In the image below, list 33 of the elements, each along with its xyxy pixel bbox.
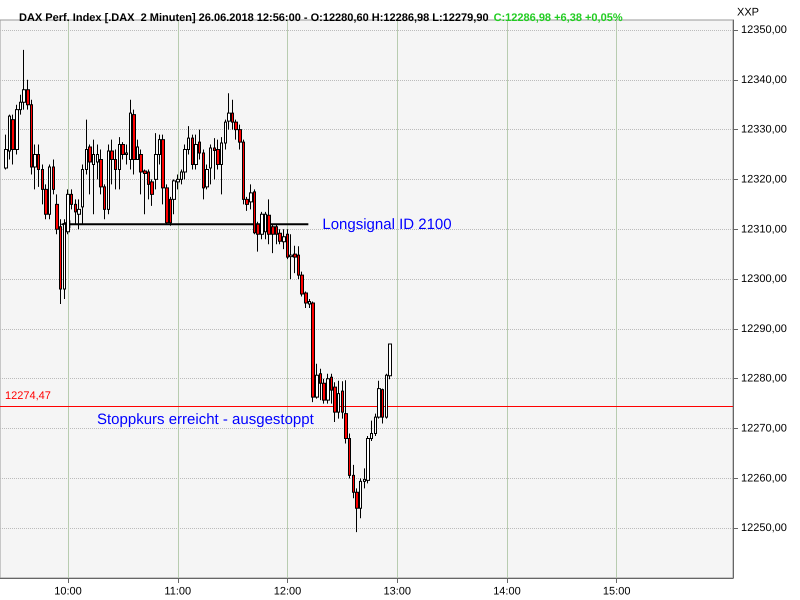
x-tick-label: 12:00 bbox=[274, 586, 302, 598]
y-tick-label: 12310,00 bbox=[741, 223, 787, 236]
y-tick-label: 12270,00 bbox=[741, 422, 787, 435]
y-tick-label: 12280,00 bbox=[741, 372, 787, 385]
candlestick bbox=[92, 139, 95, 215]
y-tick-label: 12340,00 bbox=[741, 74, 787, 86]
y-tick-label: 12320,00 bbox=[741, 173, 787, 186]
y-tick-label: 12300,00 bbox=[741, 273, 787, 286]
x-tick-label: 13:00 bbox=[383, 586, 411, 598]
y-tick-label: 12330,00 bbox=[741, 124, 787, 136]
candlestick bbox=[319, 368, 322, 401]
candlestick bbox=[337, 380, 340, 420]
x-tick-label: 15:00 bbox=[602, 586, 630, 598]
x-tick-label: 11:00 bbox=[164, 586, 192, 598]
annotation: Stoppkurs erreicht - ausgestoppt bbox=[97, 410, 315, 428]
y-axis-title: XXP bbox=[737, 6, 760, 18]
chart-title: DAX Perf. Index [.DAX 2 Minuten] 26.06.2018 12:56:00 - O:12280,60 H:12286,98 L:12279,90 bbox=[19, 12, 489, 24]
y-tick-label: 12250,00 bbox=[741, 522, 787, 534]
chart-subtitle: C:12286,98 +6,38 +0,05% bbox=[494, 12, 623, 24]
y-tick-label: 12290,00 bbox=[741, 322, 787, 335]
x-tick-label: 10:00 bbox=[54, 586, 82, 598]
candlestick bbox=[326, 373, 330, 404]
ref-line-label: 12274,47 bbox=[5, 390, 51, 402]
candlestick bbox=[278, 228, 282, 245]
annotation: Longsignal ID 2100 bbox=[322, 216, 452, 233]
candlestick bbox=[289, 234, 293, 280]
candlestick bbox=[118, 136, 121, 190]
x-tick-label: 14:00 bbox=[493, 586, 521, 598]
y-tick-label: 12260,00 bbox=[741, 472, 787, 484]
y-tick-label: 12350,00 bbox=[741, 24, 787, 36]
candlestick bbox=[311, 300, 315, 403]
candlestick bbox=[48, 164, 51, 220]
candlestick bbox=[22, 49, 26, 110]
